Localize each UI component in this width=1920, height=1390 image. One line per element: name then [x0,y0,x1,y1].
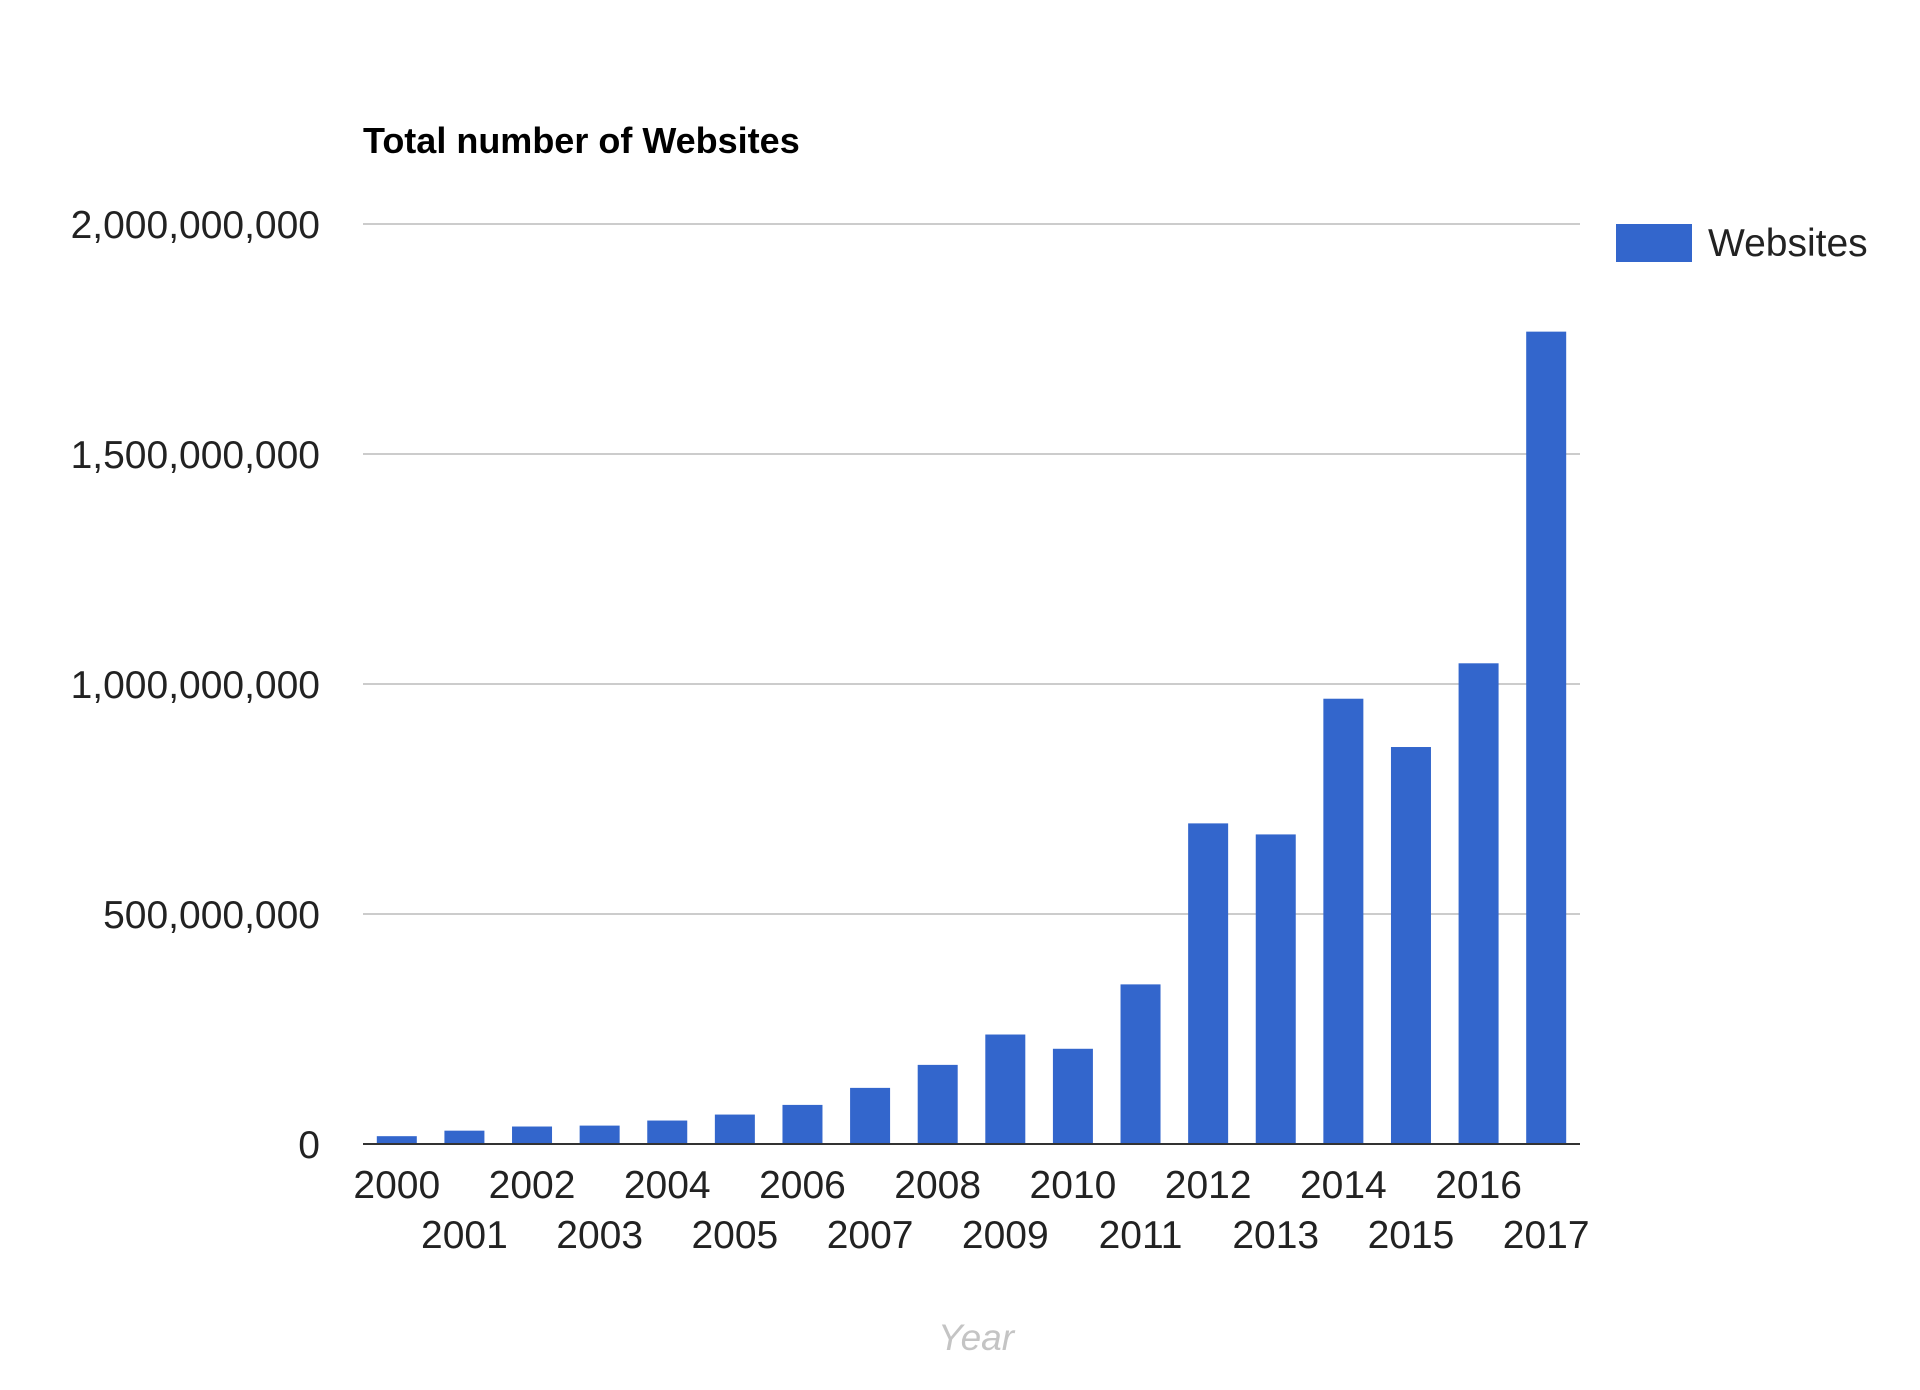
gridlines [363,223,1580,915]
bar-2002[interactable] [512,1126,553,1144]
x-tick-label: 2005 [691,1214,778,1257]
bar-2015[interactable] [1390,747,1431,1144]
y-tick-label: 1,500,000,000 [71,434,320,477]
x-tick-label: 2013 [1232,1214,1319,1257]
bar-2010[interactable] [1052,1048,1093,1144]
y-tick-label: 2,000,000,000 [71,204,320,247]
chart-title: Total number of Websites [363,120,800,161]
y-tick-label: 1,000,000,000 [71,664,320,707]
bar-2000[interactable] [376,1136,417,1144]
x-tick-label: 2001 [421,1214,508,1257]
bars [376,331,1567,1144]
bar-2003[interactable] [579,1125,620,1144]
x-tick-label: 2017 [1503,1214,1590,1257]
x-tick-label: 2000 [353,1164,440,1207]
x-tick-label: 2010 [1030,1164,1117,1207]
legend[interactable]: Websites [1616,222,1868,265]
bar-2005[interactable] [714,1114,755,1144]
x-tick-label: 2009 [962,1214,1049,1257]
bar-2017[interactable] [1526,331,1567,1144]
y-tick-label: 500,000,000 [103,894,320,937]
x-tick-label: 2015 [1368,1214,1455,1257]
bar-2007[interactable] [850,1087,891,1144]
bar-2008[interactable] [917,1064,958,1144]
x-tick-label: 2012 [1165,1164,1252,1207]
x-tick-label: 2006 [759,1164,846,1207]
bar-2006[interactable] [782,1104,823,1144]
x-tick-label: 2007 [827,1214,914,1257]
bar-2004[interactable] [647,1120,688,1144]
x-tick-label: 2002 [489,1164,576,1207]
x-axis-title: Year [938,1317,1016,1358]
x-tick-label: 2011 [1099,1214,1183,1257]
bar-2016[interactable] [1458,663,1499,1144]
bar-2012[interactable] [1188,823,1229,1144]
bar-2011[interactable] [1120,984,1161,1144]
x-tick-label: 2008 [894,1164,981,1207]
y-tick-label: 0 [298,1124,320,1167]
x-tick-label: 2016 [1435,1164,1522,1207]
legend-label-websites: Websites [1708,222,1868,265]
x-tick-label: 2004 [624,1164,711,1207]
bar-2001[interactable] [444,1130,485,1144]
x-tick-label: 2014 [1300,1164,1387,1207]
bar-2009[interactable] [985,1034,1026,1144]
x-axis-ticks: 2000 2001 2002 2003 2004 2005 2006 2007 2008 2009… [353,1164,1589,1257]
legend-swatch-websites [1616,224,1692,262]
x-tick-label: 2003 [556,1214,643,1257]
bar-2014[interactable] [1323,698,1364,1144]
bar-2013[interactable] [1255,834,1296,1144]
y-axis-ticks: 0 500,000,000 1,000,000,000 1,500,000,000 2,… [71,204,320,1167]
